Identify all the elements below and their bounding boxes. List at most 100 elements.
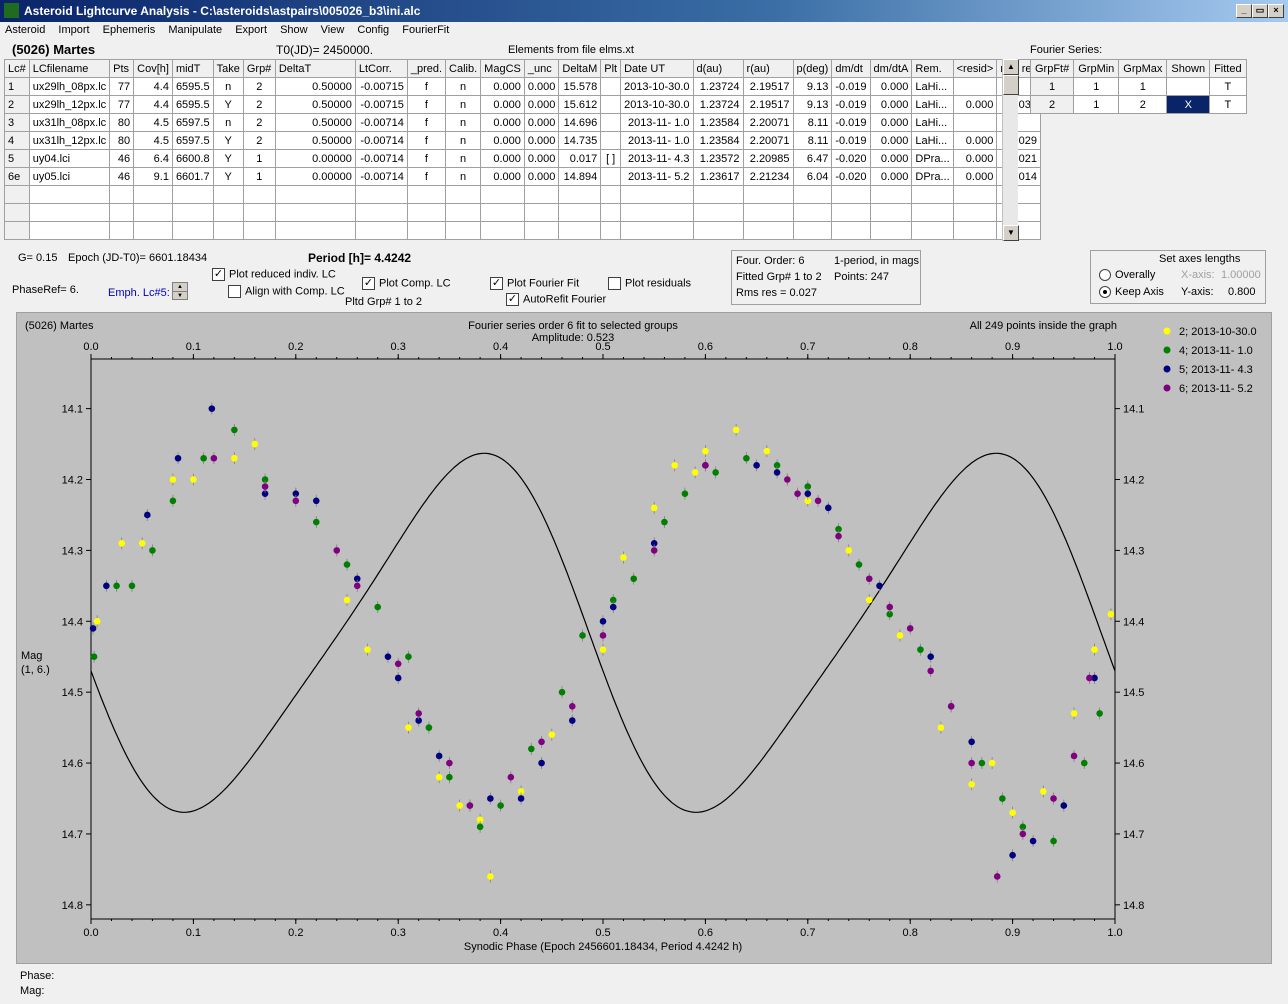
- grid-cell[interactable]: Y: [212, 167, 244, 186]
- grid-cell[interactable]: Y: [212, 95, 244, 114]
- grid-cell[interactable]: 6.04: [792, 167, 833, 186]
- fourier-col-header[interactable]: GrpMin: [1073, 59, 1120, 78]
- grid-cell[interactable]: LaHi...: [911, 113, 954, 132]
- menu-import[interactable]: Import: [58, 24, 90, 36]
- row-header[interactable]: 2: [4, 95, 30, 114]
- autorefit-checkbox[interactable]: ✓ AutoRefit Fourier: [506, 293, 606, 306]
- grid-cell[interactable]: 14.894: [558, 167, 602, 186]
- grid-cell[interactable]: [212, 221, 244, 240]
- grid-cell[interactable]: [620, 185, 694, 204]
- grid-col-header[interactable]: Calib.: [445, 59, 482, 78]
- grid-cell[interactable]: DPra...: [911, 167, 954, 186]
- fourier-cell[interactable]: X: [1166, 95, 1211, 114]
- grid-cell[interactable]: n: [445, 149, 482, 168]
- emph-spinner[interactable]: ▲ ▼: [172, 282, 188, 300]
- grid-cell[interactable]: 0.50000: [274, 77, 356, 96]
- grid-cell[interactable]: [558, 203, 602, 222]
- grid-cell[interactable]: [692, 203, 744, 222]
- grid-cell[interactable]: -0.019: [831, 77, 871, 96]
- grid-cell[interactable]: [742, 221, 794, 240]
- grid-cell[interactable]: 0.000: [952, 131, 998, 150]
- fourier-row-header[interactable]: 1: [1029, 77, 1075, 96]
- fourier-cell[interactable]: 1: [1118, 77, 1168, 96]
- grid-cell[interactable]: uy04.lci: [28, 149, 111, 168]
- radio-selected-icon[interactable]: [1099, 286, 1111, 299]
- grid-cell[interactable]: [692, 185, 744, 204]
- plot-fourier-checkbox[interactable]: ✓ Plot Fourier Fit: [490, 277, 579, 290]
- grid-cell[interactable]: f: [406, 113, 447, 132]
- menu-export[interactable]: Export: [235, 24, 267, 36]
- plot-reduced-checkbox[interactable]: ✓ Plot reduced indiv. LC: [212, 268, 336, 281]
- grid-cell[interactable]: [952, 185, 998, 204]
- grid-cell[interactable]: 2: [242, 95, 276, 114]
- grid-cell[interactable]: 1.23724: [692, 77, 744, 96]
- grid-cell[interactable]: 2.21234: [742, 167, 794, 186]
- fourier-cell[interactable]: 1: [1073, 77, 1120, 96]
- grid-cell[interactable]: [831, 203, 871, 222]
- menu-config[interactable]: Config: [357, 24, 390, 36]
- fourier-col-header[interactable]: GrpMax: [1118, 59, 1168, 78]
- grid-cell[interactable]: [831, 221, 871, 240]
- grid-cell[interactable]: 6.47: [792, 149, 833, 168]
- grid-cell[interactable]: Y: [212, 149, 244, 168]
- grid-cell[interactable]: [212, 203, 244, 222]
- minimize-button[interactable]: _: [1236, 4, 1252, 18]
- grid-col-header[interactable]: DeltaT: [274, 59, 356, 78]
- grid-col-header[interactable]: Cov[h]: [133, 59, 173, 78]
- grid-row[interactable]: 2 ux29lh_12px.lc 77 4.4 6595.5 Y 2 0.50000 -0.00…: [4, 95, 1041, 114]
- grid-cell[interactable]: 0.000: [480, 95, 525, 114]
- grid-cell[interactable]: [600, 95, 622, 114]
- grid-cell[interactable]: -0.00714: [354, 113, 408, 132]
- grid-cell[interactable]: DPra...: [911, 149, 954, 168]
- grid-col-header[interactable]: dm/dtA: [869, 59, 913, 78]
- grid-cell[interactable]: [523, 221, 560, 240]
- grid-cell[interactable]: LaHi...: [911, 131, 954, 150]
- grid-cell[interactable]: 1.23584: [692, 113, 744, 132]
- overally-radio[interactable]: Overally: [1099, 269, 1155, 282]
- grid-cell[interactable]: 0.000: [480, 149, 525, 168]
- radio-icon[interactable]: [1099, 269, 1111, 282]
- grid-cell[interactable]: 6.4: [133, 149, 173, 168]
- grid-col-header[interactable]: dm/dt: [831, 59, 871, 78]
- grid-cell[interactable]: 0.000: [869, 167, 913, 186]
- grid-cell[interactable]: [558, 221, 602, 240]
- grid-cell[interactable]: [406, 203, 447, 222]
- grid-cell[interactable]: 2013-11- 4.3: [620, 149, 694, 168]
- grid-scrollbar[interactable]: ▲ ▼: [1002, 59, 1019, 241]
- checkbox-checked-icon[interactable]: ✓: [506, 293, 519, 306]
- plot-residuals-checkbox[interactable]: Plot residuals: [608, 277, 691, 290]
- grid-row[interactable]: [4, 185, 1041, 204]
- grid-cell[interactable]: 2.19517: [742, 77, 794, 96]
- grid-cell[interactable]: 2: [242, 131, 276, 150]
- grid-cell[interactable]: 0.000: [869, 149, 913, 168]
- grid-cell[interactable]: f: [406, 95, 447, 114]
- grid-cell[interactable]: -0.00715: [354, 95, 408, 114]
- grid-cell[interactable]: 77: [109, 95, 135, 114]
- align-comp-checkbox[interactable]: Align with Comp. LC: [228, 285, 345, 298]
- spin-up-icon[interactable]: ▲: [177, 284, 183, 290]
- grid-col-header[interactable]: LtCorr.: [354, 59, 408, 78]
- grid-cell[interactable]: 1.23617: [692, 167, 744, 186]
- grid-cell[interactable]: 80: [109, 131, 135, 150]
- grid-cell[interactable]: 0.000: [523, 131, 560, 150]
- spin-down-icon[interactable]: ▼: [173, 291, 187, 299]
- grid-cell[interactable]: n: [212, 113, 244, 132]
- xaxis-field[interactable]: 1.00000: [1221, 269, 1261, 281]
- grid-row[interactable]: 1 ux29lh_08px.lc 77 4.4 6595.5 n 2 0.50000 -0.00…: [4, 77, 1041, 96]
- grid-cell[interactable]: -0.00714: [354, 167, 408, 186]
- checkbox-checked-icon[interactable]: ✓: [212, 268, 225, 281]
- grid-cell[interactable]: n: [445, 131, 482, 150]
- grid-cell[interactable]: [952, 221, 998, 240]
- grid-cell[interactable]: [171, 221, 214, 240]
- grid-row[interactable]: 4 ux31lh_12px.lc 80 4.5 6597.5 Y 2 0.50000 -0.00…: [4, 131, 1041, 150]
- grid-cell[interactable]: 0.000: [869, 131, 913, 150]
- row-header[interactable]: 5: [4, 149, 30, 168]
- grid-cell[interactable]: [171, 203, 214, 222]
- grid-cell[interactable]: ux31lh_12px.lc: [28, 131, 111, 150]
- grid-cell[interactable]: [558, 185, 602, 204]
- grid-col-header[interactable]: Rem.: [911, 59, 954, 78]
- grid-cell[interactable]: 2013-11- 1.0: [620, 113, 694, 132]
- grid-col-header[interactable]: MagCS: [480, 59, 525, 78]
- grid-cell[interactable]: 14.735: [558, 131, 602, 150]
